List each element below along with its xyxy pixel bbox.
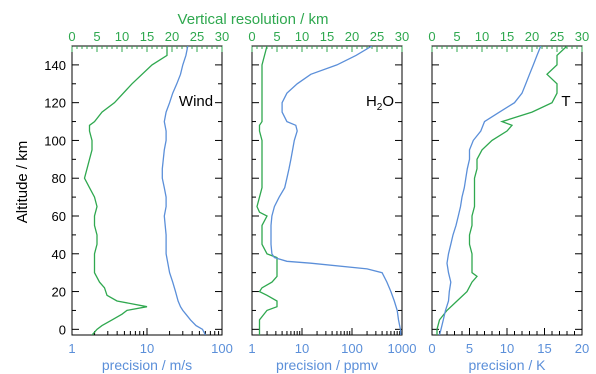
top-tick-label: 20 (345, 29, 359, 44)
y-tick-label: 80 (52, 171, 66, 186)
top-tick-label: 25 (190, 29, 204, 44)
bottom-tick-label: 1 (248, 341, 255, 356)
bottom-tick-label: 100 (341, 341, 363, 356)
bottom-tick-label: 20 (575, 341, 589, 356)
wind-resolution-line (83, 46, 168, 335)
top-tick-label: 5 (273, 29, 280, 44)
top-tick-label: 30 (395, 29, 409, 44)
bottom-tick-label: 10 (140, 341, 154, 356)
top-tick-label: 5 (93, 29, 100, 44)
bottom-axis-title: precision / m/s (102, 357, 192, 373)
top-tick-label: 20 (525, 29, 539, 44)
top-tick-label: 15 (500, 29, 514, 44)
y-tick-label: 140 (44, 58, 66, 73)
y-tick-label: 40 (52, 247, 66, 262)
y-tick-label: 0 (59, 322, 66, 337)
t-precision-line (438, 46, 542, 335)
top-tick-label: 25 (550, 29, 564, 44)
panel-h2o: 0 5 10 15 20 25 30 1 10 100 1000 precision / ppmv H2… (248, 29, 416, 373)
top-tick-label: 0 (68, 29, 75, 44)
h2o-resolution-line (256, 46, 278, 335)
top-tick-label: 30 (215, 29, 229, 44)
bottom-tick-label: 10 (295, 341, 309, 356)
panel-frame (251, 45, 403, 336)
bottom-tick-label: 5 (466, 341, 473, 356)
top-tick-label: 25 (370, 29, 384, 44)
top-tick-label: 10 (115, 29, 129, 44)
top-axis-title: Vertical resolution / km (178, 11, 329, 28)
wind-precision-line (161, 46, 206, 335)
panel-t: 0 5 10 15 20 25 30 0 5 10 15 20 precision / K T (428, 29, 589, 373)
top-tick-label: 10 (475, 29, 489, 44)
t-resolution-line (436, 46, 568, 335)
top-tick-label: 30 (575, 29, 589, 44)
top-tick-label: 15 (320, 29, 334, 44)
y-axis-title: Altitude / km (14, 141, 31, 224)
y-tick-label: 20 (52, 285, 66, 300)
bottom-tick-label: 100 (211, 341, 233, 356)
bottom-axis-title: precision / ppmv (276, 357, 378, 373)
panel-label: H2O (366, 93, 394, 113)
panel-wind: 0 5 10 15 20 25 30 1 10 100 precision / m/s 0 20 40 60… (44, 29, 233, 373)
y-tick-label: 120 (44, 96, 66, 111)
panel-frame (71, 45, 223, 336)
panel-frame (431, 45, 583, 336)
top-tick-label: 0 (248, 29, 255, 44)
top-tick-label: 15 (140, 29, 154, 44)
bottom-tick-label: 10 (500, 341, 514, 356)
bottom-tick-label: 15 (537, 341, 551, 356)
panel-label: T (561, 93, 570, 110)
bottom-tick-label: 1 (68, 341, 75, 356)
h2o-precision-line (270, 46, 402, 335)
top-tick-label: 5 (453, 29, 460, 44)
top-tick-label: 0 (428, 29, 435, 44)
bottom-axis-title: precision / K (468, 357, 546, 373)
top-tick-label: 20 (165, 29, 179, 44)
bottom-tick-label: 1000 (388, 341, 417, 356)
y-tick-label: 60 (52, 209, 66, 224)
y-tick-label: 100 (44, 133, 66, 148)
panel-label: Wind (179, 93, 213, 110)
top-tick-label: 10 (295, 29, 309, 44)
bottom-tick-label: 0 (428, 341, 435, 356)
